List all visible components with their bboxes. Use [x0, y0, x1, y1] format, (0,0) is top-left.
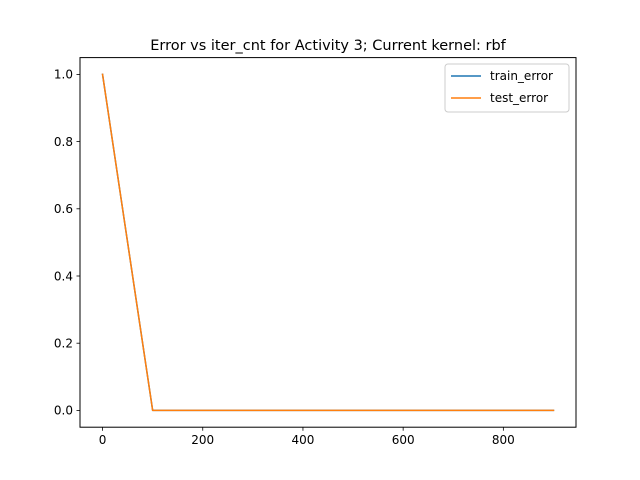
x-tick-label: 200 — [191, 433, 214, 447]
axis-ticks: 0 200 400 600 800 0.0 0.2 0.4 0.6 0.8 1.0 — [54, 68, 515, 448]
y-tick-label: 0.0 — [54, 404, 73, 418]
series-line-test-error — [101, 73, 555, 412]
legend: train_error test_error — [444, 63, 570, 113]
y-tick-label: 0.6 — [54, 202, 73, 216]
x-tick-label: 400 — [291, 433, 314, 447]
y-tick-label: 0.4 — [54, 269, 73, 283]
x-tick-label: 600 — [392, 433, 415, 447]
y-tick-label: 0.8 — [54, 135, 73, 149]
chart-title: Error vs iter_cnt for Activity 3; Curren… — [150, 38, 506, 54]
y-tick-label: 1.0 — [54, 68, 73, 82]
legend-label-test-error: test_error — [490, 91, 548, 105]
plot-area-frame — [79, 57, 577, 428]
y-tick-label: 0.2 — [54, 337, 73, 351]
legend-label-train-error: train_error — [490, 69, 553, 83]
series-lines — [101, 73, 555, 412]
x-tick-label: 0 — [99, 433, 107, 447]
x-tick-label: 800 — [492, 433, 515, 447]
